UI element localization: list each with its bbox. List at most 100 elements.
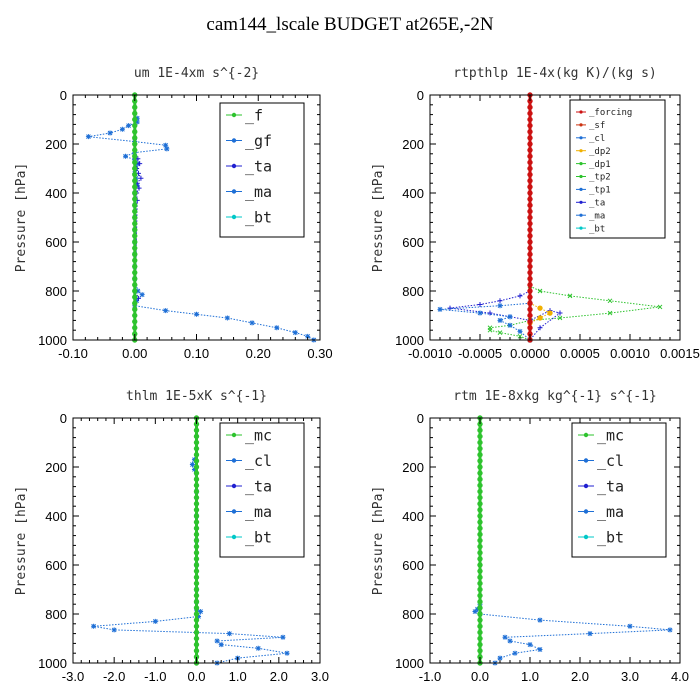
legend-label: _cl: [597, 452, 624, 470]
panel-title: rtpthlp 1E-4x(kg K)/(kg s): [453, 66, 657, 81]
data-point: [132, 257, 138, 264]
data-point: [527, 141, 533, 147]
data-point: [547, 310, 553, 316]
legend-marker: [583, 534, 589, 540]
data-point: [477, 599, 483, 605]
legend-label: _ma: [245, 503, 272, 521]
data-point: [193, 494, 200, 501]
data-point: [477, 433, 483, 440]
data-point: [477, 519, 483, 525]
y-tick-label: 400: [45, 509, 67, 524]
data-point: [527, 245, 533, 251]
x-tick-label: 0.0: [187, 669, 205, 684]
legend-label: _ta: [245, 477, 272, 495]
data-point: [193, 531, 200, 538]
data-point: [255, 645, 261, 651]
y-tick-label: 800: [402, 284, 424, 299]
data-point: [477, 648, 483, 654]
data-point: [193, 586, 200, 593]
legend-marker: [583, 483, 589, 489]
data-point: [477, 310, 483, 316]
legend-marker: [579, 123, 583, 127]
data-point: [477, 574, 483, 580]
data-point: [477, 635, 483, 642]
legend-marker: [583, 458, 589, 463]
data-point: [537, 647, 543, 653]
data-point: [198, 609, 204, 615]
data-point: [527, 214, 533, 221]
legend-marker: [231, 509, 237, 514]
data-point: [193, 580, 200, 587]
data-point: [477, 611, 483, 617]
data-point: [527, 104, 533, 110]
y-tick-label: 600: [45, 558, 67, 573]
legend-label: _cl: [589, 134, 605, 144]
plot-frame: [429, 94, 681, 341]
y-tick-label: 400: [45, 186, 67, 201]
data-point: [132, 171, 138, 178]
y-tick-label: 0: [417, 88, 424, 103]
data-point: [477, 507, 483, 513]
data-point: [477, 445, 483, 452]
data-point: [193, 445, 200, 452]
legend-marker: [231, 163, 237, 169]
figure-title: cam144_lscale BUDGET at265E,-2N: [206, 14, 494, 35]
data-point: [193, 617, 200, 623]
data-point: [537, 325, 543, 331]
data-point: [517, 293, 523, 299]
data-point: [487, 327, 493, 333]
data-point: [132, 306, 138, 313]
legend-box: [219, 102, 305, 238]
x-tick-label: 2.0: [270, 669, 288, 684]
data-point: [193, 568, 200, 574]
x-tick-label: 0.0005: [560, 346, 600, 361]
data-point: [134, 298, 140, 304]
data-point: [193, 556, 200, 562]
data-point: [193, 629, 200, 636]
series-line: [474, 603, 671, 664]
x-tick-label: 0.10: [184, 346, 209, 361]
data-point: [132, 288, 138, 294]
x-tick-label: -3.0: [62, 669, 84, 684]
legend-marker: [583, 509, 589, 514]
y-axis-label: Pressure [hPa]: [371, 163, 386, 273]
data-point: [567, 293, 573, 299]
data-point: [517, 333, 523, 339]
data-point: [163, 308, 169, 314]
data-point: [193, 648, 200, 654]
data-point: [477, 427, 483, 433]
x-tick-label: 4.0: [671, 669, 689, 684]
data-point: [132, 159, 138, 166]
data-point: [132, 147, 138, 153]
data-point: [477, 501, 483, 507]
data-point: [122, 153, 128, 159]
data-point: [139, 292, 145, 298]
legend-marker: [579, 200, 583, 204]
legend-label: _forcing: [589, 108, 632, 118]
data-point: [537, 617, 543, 623]
data-point: [214, 638, 220, 644]
data-point: [527, 122, 533, 129]
data-point: [527, 208, 533, 215]
data-point: [527, 159, 533, 166]
data-point: [193, 592, 200, 599]
data-point: [527, 294, 533, 300]
data-point: [280, 634, 286, 640]
data-point: [193, 452, 200, 458]
data-point: [193, 537, 200, 544]
data-point: [477, 452, 483, 458]
y-tick-label: 400: [402, 186, 424, 201]
y-tick-label: 200: [45, 460, 67, 475]
data-point: [191, 466, 197, 472]
data-point: [164, 146, 170, 152]
data-point: [477, 562, 483, 568]
x-tick-label: 3.0: [621, 669, 639, 684]
data-point: [527, 116, 533, 123]
y-tick-label: 600: [45, 235, 67, 250]
data-point: [193, 513, 200, 519]
data-point: [132, 239, 138, 245]
legend-marker: [579, 110, 583, 114]
x-tick-label: -0.10: [58, 346, 88, 361]
x-tick-label: -2.0: [103, 669, 125, 684]
